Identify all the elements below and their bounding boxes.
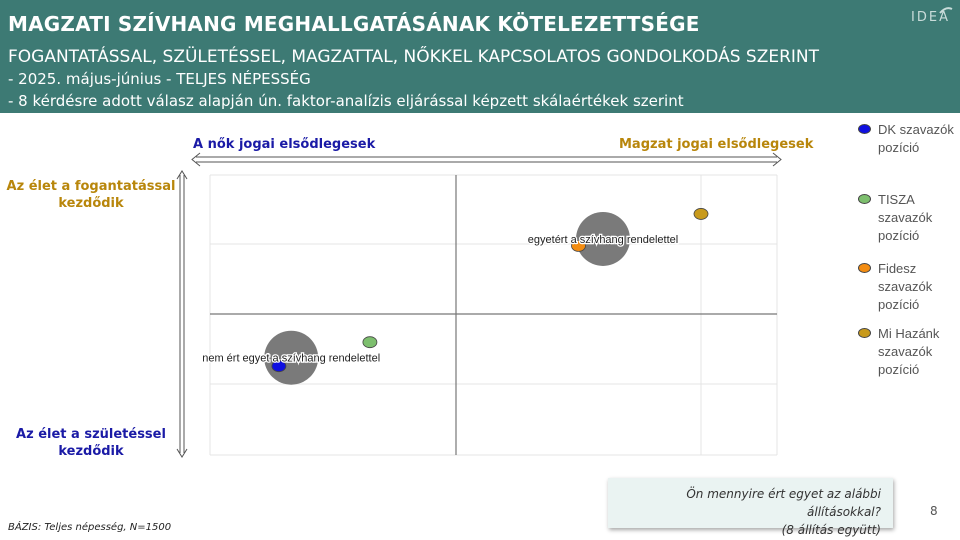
y-axis-top-label: Az élet a fogantatással kezdődik: [6, 179, 176, 211]
legend-label-fidesz: Fidesz szavazók pozíció: [878, 261, 933, 312]
subtitle-line-1: - 2025. május-június - TELJES NÉPESSÉG: [8, 70, 311, 88]
logo-text: IDEA: [911, 10, 950, 25]
bubble-0: [576, 211, 630, 266]
y-axis-bottom-label: Az élet a születéssel kezdődik: [16, 427, 166, 459]
x-axis-arrow: [191, 152, 782, 167]
subtitle-line-2: - 8 kérdésre adott válasz alapján ún. fa…: [8, 92, 684, 110]
y-axis-arrow: [176, 170, 188, 458]
plot-grid: [209, 174, 778, 456]
question-line-2: (8 állítás együtt): [781, 523, 881, 537]
legend-dot-tisza: [858, 194, 871, 204]
point-0: [271, 360, 287, 373]
legend-dot-fidesz: [858, 263, 871, 273]
basis-note: BÁZIS: Teljes népesség, N=1500: [8, 522, 172, 533]
header-banner: MAGZATI SZÍVHANG MEGHALLGATÁSÁNAK KÖTELE…: [0, 0, 960, 113]
voter-points: egyetért a szívhang rendelettel nem ért e…: [201, 208, 709, 373]
page-number: 8: [930, 504, 938, 518]
page-subtitle: FOGANTATÁSSAL, SZÜLETÉSSEL, MAGZATTAL, N…: [8, 47, 820, 67]
logo-mark-icon: [939, 7, 953, 14]
x-axis-right-label: Magzat jogai elsődlegesek: [619, 137, 814, 152]
legend-label-dk: DK szavazók pozíció: [878, 122, 954, 155]
point-1: [362, 336, 378, 349]
legend-label-tisza: TISZA szavazók pozíció: [878, 192, 933, 243]
legend-dot-mihazank: [858, 328, 871, 338]
question-line-1: Ön mennyire ért egyet az alábbi állításo…: [686, 487, 881, 519]
point-2: [571, 239, 586, 252]
bubble-label-1: nem ért egyet a szívhang rendelettel: [202, 353, 380, 365]
page-title: MAGZATI SZÍVHANG MEGHALLGATÁSÁNAK KÖTELE…: [8, 12, 700, 36]
legend-label-mihazank: Mi Hazánk szavazók pozíció: [878, 326, 940, 377]
bubble-label-0: egyetért a szívhang rendelettel: [528, 234, 678, 246]
point-3: [693, 208, 709, 220]
x-axis-left-label: A nők jogai elsődlegesek: [193, 137, 376, 152]
idea-logo: IDEA: [911, 7, 953, 25]
question-box: Ön mennyire ért egyet az alábbi állításo…: [608, 478, 893, 537]
legend-dot-dk: [858, 124, 871, 134]
